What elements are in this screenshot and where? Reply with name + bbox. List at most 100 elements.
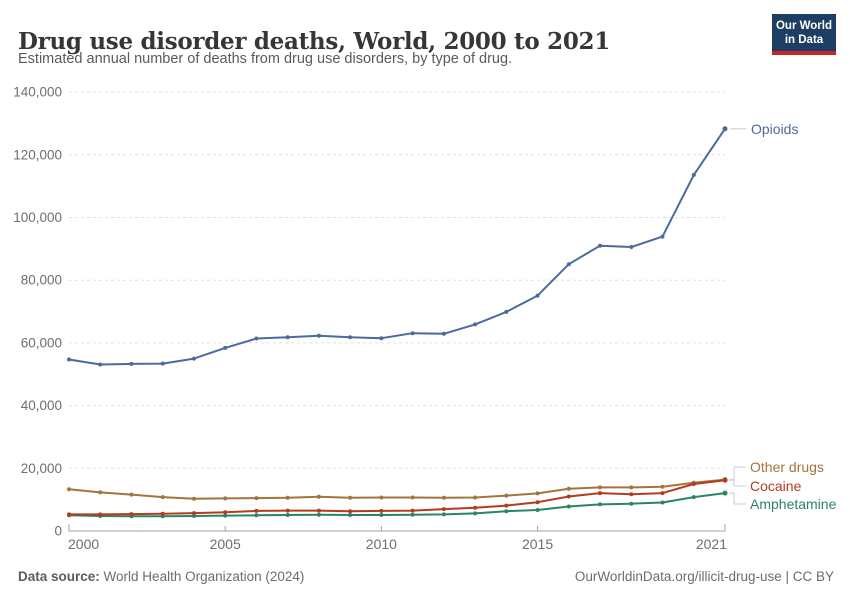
data-point-cocaine: [473, 505, 478, 510]
data-point-amphetamine: [598, 502, 602, 507]
data-point-opioids: [410, 331, 415, 336]
data-point-opioids: [566, 262, 571, 267]
y-tick-label: 0: [54, 524, 62, 539]
series-line-amphetamine: [68, 492, 726, 518]
series-label-opioids[interactable]: Opioids: [751, 121, 799, 137]
data-point-other-drugs: [660, 484, 665, 489]
x-tick-label: 2021: [696, 536, 727, 552]
series-line-cocaine: [69, 479, 726, 516]
data-point-opioids: [254, 336, 259, 341]
y-tick-label: 120,000: [13, 147, 62, 162]
data-point-other-drugs: [316, 494, 321, 499]
series-line-opioids: [68, 128, 726, 366]
data-point-cocaine: [67, 512, 71, 517]
data-point-cocaine: [285, 508, 290, 513]
data-point-opioids: [473, 322, 478, 327]
data-point-other-drugs: [441, 495, 446, 500]
data-point-amphetamine: [629, 501, 634, 506]
data-point-amphetamine: [379, 513, 384, 517]
data-point-other-drugs: [129, 492, 134, 497]
data-point-amphetamine: [410, 512, 415, 517]
owid-logo-line1: Our World: [775, 20, 832, 32]
y-tick-label: 40,000: [21, 398, 62, 413]
data-source-label: Data source:: [18, 569, 100, 584]
series-line-other-drugs: [68, 478, 726, 500]
data-point-opioids: [379, 336, 384, 341]
data-point-opioids: [722, 126, 728, 132]
data-point-other-drugs: [160, 495, 165, 500]
data-point-amphetamine: [348, 513, 353, 517]
data-point-other-drugs: [535, 491, 540, 496]
data-point-other-drugs: [254, 496, 259, 501]
data-point-amphetamine: [254, 513, 259, 518]
chart-footer: Data source: World Health Organization (…: [18, 569, 834, 584]
data-point-opioids: [598, 243, 602, 248]
data-point-opioids: [192, 356, 196, 361]
owid-logo[interactable]: Our World in Data: [772, 14, 836, 55]
data-point-cocaine: [535, 500, 540, 505]
data-point-cocaine: [98, 512, 103, 517]
data-point-cocaine: [691, 482, 696, 486]
y-tick-label: 140,000: [13, 85, 62, 100]
data-point-cocaine: [192, 511, 196, 516]
data-point-opioids: [285, 335, 290, 340]
chart-subtitle: Estimated annual number of deaths from d…: [18, 51, 513, 67]
data-point-other-drugs: [629, 485, 634, 490]
series-label-cocaine[interactable]: Cocaine: [750, 478, 802, 494]
data-point-other-drugs: [348, 495, 353, 500]
data-point-cocaine: [722, 477, 728, 483]
data-point-amphetamine: [316, 512, 321, 517]
owid-logo-line2: in Data: [784, 34, 824, 46]
data-point-opioids: [629, 245, 634, 249]
data-source: Data source: World Health Organization (…: [18, 569, 304, 584]
data-point-cocaine: [441, 507, 446, 512]
data-point-amphetamine: [504, 509, 509, 514]
label-connector: [729, 466, 746, 481]
data-point-other-drugs: [566, 486, 571, 491]
data-point-cocaine: [316, 508, 321, 513]
data-point-amphetamine: [566, 504, 571, 509]
label-connector: [729, 479, 746, 487]
data-point-opioids: [98, 362, 103, 367]
data-point-amphetamine: [722, 490, 728, 496]
data-point-cocaine: [598, 491, 602, 496]
data-point-other-drugs: [223, 496, 228, 501]
data-point-amphetamine: [223, 513, 228, 518]
data-point-other-drugs: [504, 493, 509, 498]
data-point-opioids: [504, 309, 509, 314]
data-point-amphetamine: [660, 500, 665, 505]
data-point-cocaine: [504, 503, 509, 508]
data-point-other-drugs: [192, 496, 196, 501]
y-tick-label: 20,000: [21, 461, 62, 476]
data-point-opioids: [316, 333, 321, 338]
data-point-other-drugs: [67, 487, 71, 492]
data-point-amphetamine: [441, 512, 446, 517]
data-point-cocaine: [348, 509, 353, 514]
series-label-other-drugs[interactable]: Other drugs: [750, 459, 824, 475]
data-point-cocaine: [379, 508, 384, 513]
data-point-other-drugs: [598, 485, 602, 490]
y-tick-label: 100,000: [13, 210, 62, 225]
label-connector: [729, 492, 746, 505]
data-point-other-drugs: [473, 495, 478, 500]
data-point-amphetamine: [285, 513, 290, 517]
data-point-opioids: [67, 357, 71, 362]
data-point-amphetamine: [192, 514, 196, 518]
data-point-cocaine: [129, 512, 134, 517]
data-point-opioids: [348, 335, 353, 340]
credit-link[interactable]: OurWorldinData.org/illicit-drug-use | CC…: [574, 569, 834, 584]
data-point-cocaine: [660, 491, 665, 496]
y-tick-label: 80,000: [21, 273, 62, 288]
data-point-other-drugs: [410, 495, 415, 500]
x-tick-label: 2010: [366, 536, 397, 552]
data-point-other-drugs: [285, 495, 290, 500]
x-tick-label: 2015: [522, 536, 553, 552]
data-point-opioids: [160, 361, 165, 366]
series-label-amphetamine[interactable]: Amphetamine: [750, 496, 837, 512]
data-point-opioids: [691, 172, 696, 177]
data-point-opioids: [441, 331, 446, 336]
x-tick-label: 2005: [210, 536, 241, 552]
data-point-opioids: [535, 293, 540, 298]
